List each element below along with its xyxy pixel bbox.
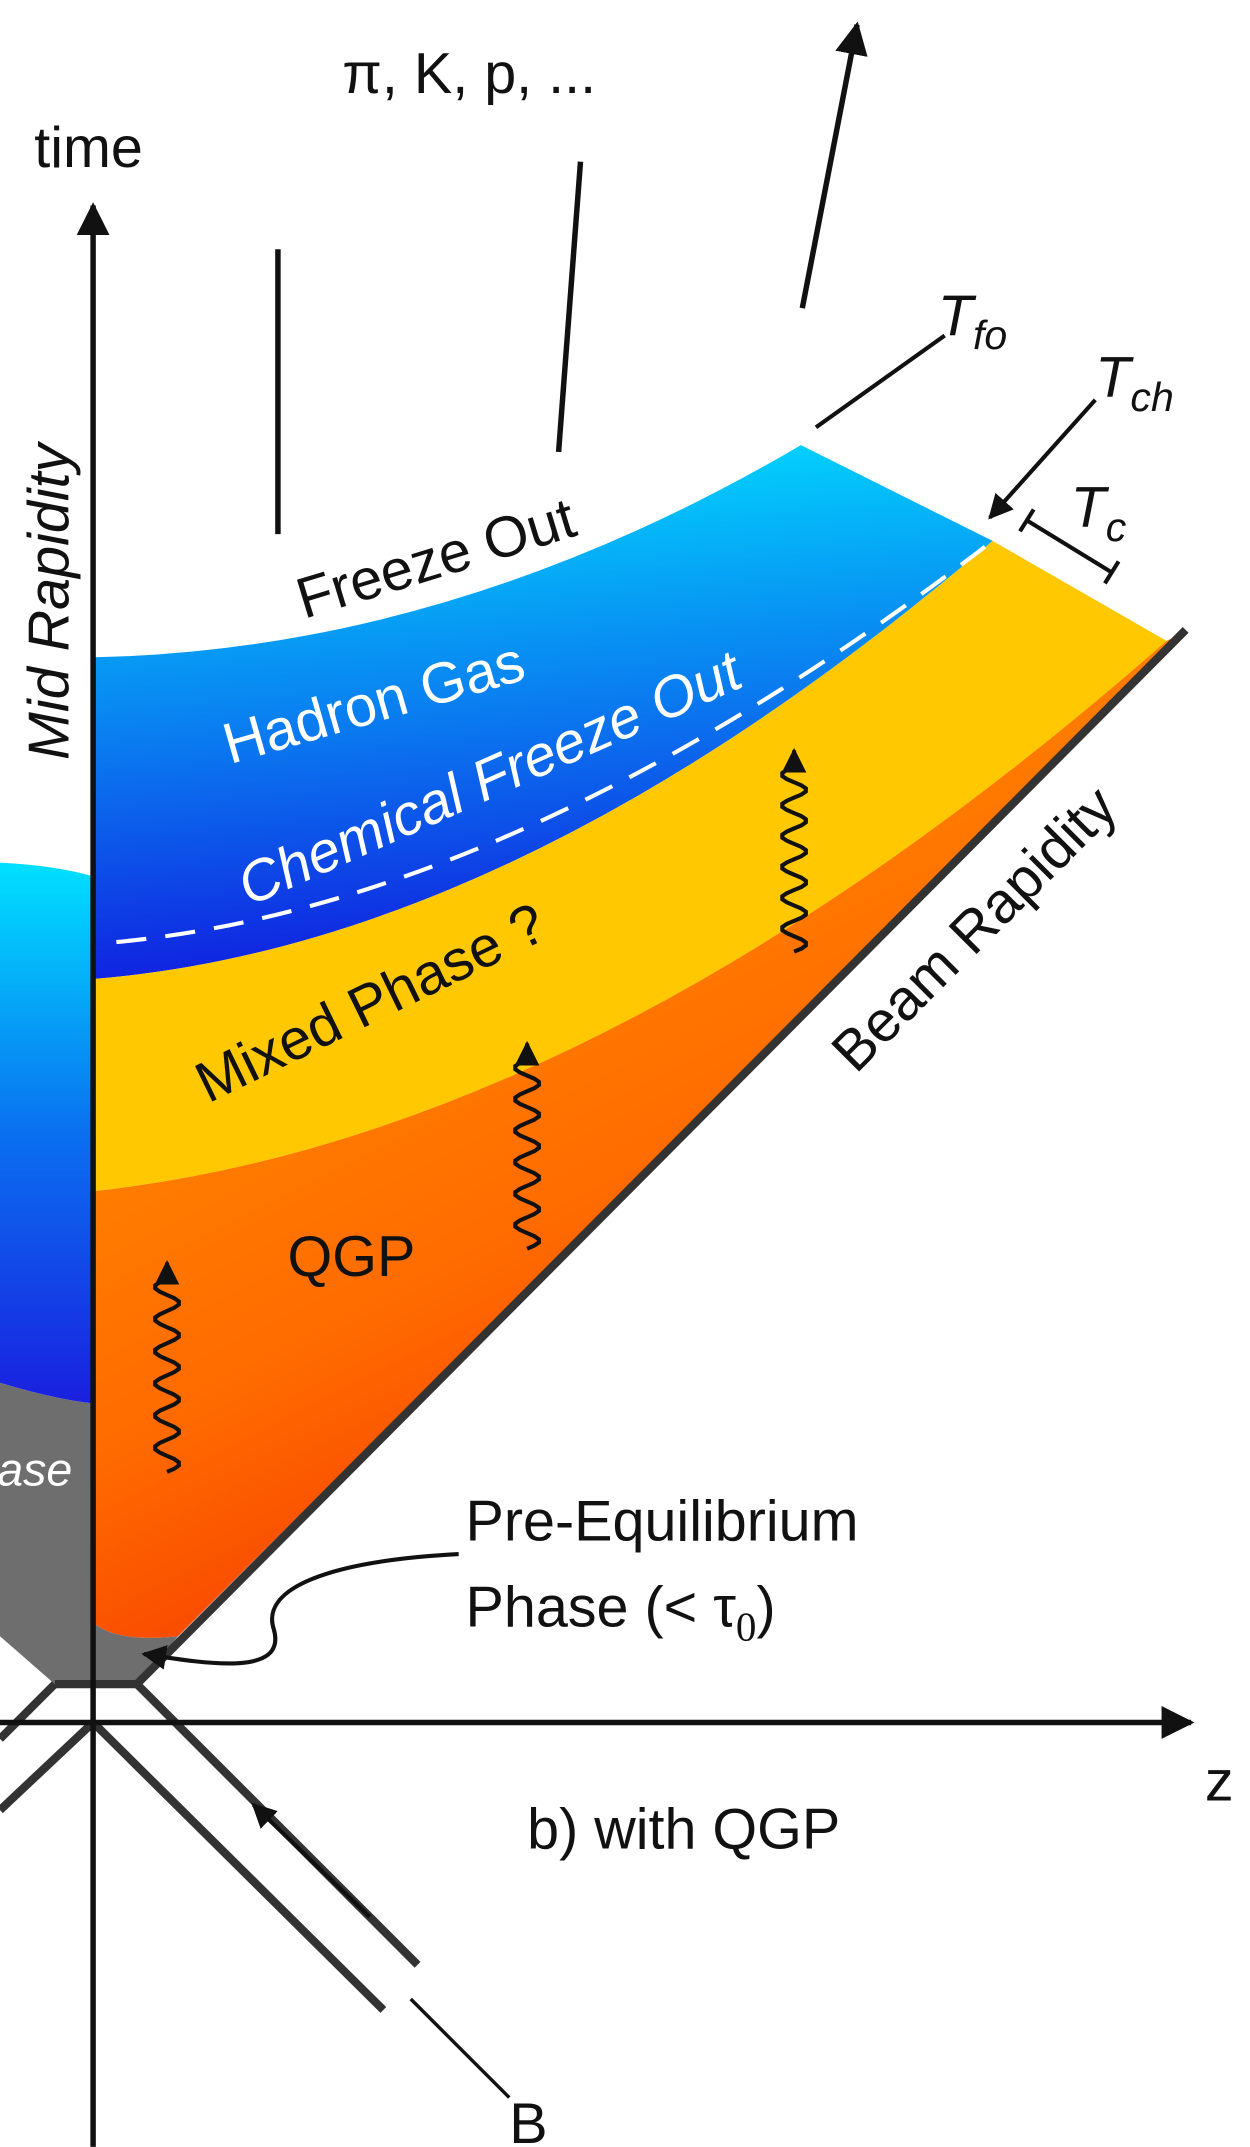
t-ch-label: Tch: [1095, 346, 1173, 420]
tau-subscript: 0: [736, 1603, 757, 1649]
beam-leader: [411, 1999, 510, 2098]
particles-label: π, K, p, ...: [342, 42, 596, 106]
phase-label: Phase (< τ0): [465, 1576, 775, 1650]
phase-suffix: ): [756, 1576, 775, 1640]
t-symbol: T: [938, 285, 977, 349]
t-subscript: ch: [1130, 374, 1173, 420]
fragment-label: ase: [0, 1444, 72, 1496]
left-pre-equilibrium: [0, 1383, 93, 1684]
caption: b) with QGP: [527, 1797, 840, 1861]
beam-label: B: [509, 2092, 547, 2147]
mid-rapidity-label: Mid Rapidity: [17, 440, 81, 760]
t-c-label: Tc: [1071, 476, 1127, 550]
t-symbol: T: [1071, 476, 1110, 540]
t-subscript: c: [1106, 504, 1127, 550]
pre-equilibrium-label: Pre-Equilibrium: [465, 1489, 858, 1553]
diagram: ase π, K, p, ... time Mid Rapidity Freez…: [0, 0, 1250, 2147]
qgp-label: QGP: [288, 1225, 416, 1289]
beam-lines: [0, 1684, 418, 2010]
t-symbol: T: [1095, 346, 1134, 410]
time-label: time: [34, 116, 143, 180]
t-fo-label: Tfo: [938, 285, 1007, 359]
left-region: [0, 863, 93, 1404]
z-label: z: [1205, 1749, 1234, 1813]
t-subscript: fo: [973, 312, 1007, 358]
phase-prefix: Phase (< τ: [465, 1576, 736, 1640]
